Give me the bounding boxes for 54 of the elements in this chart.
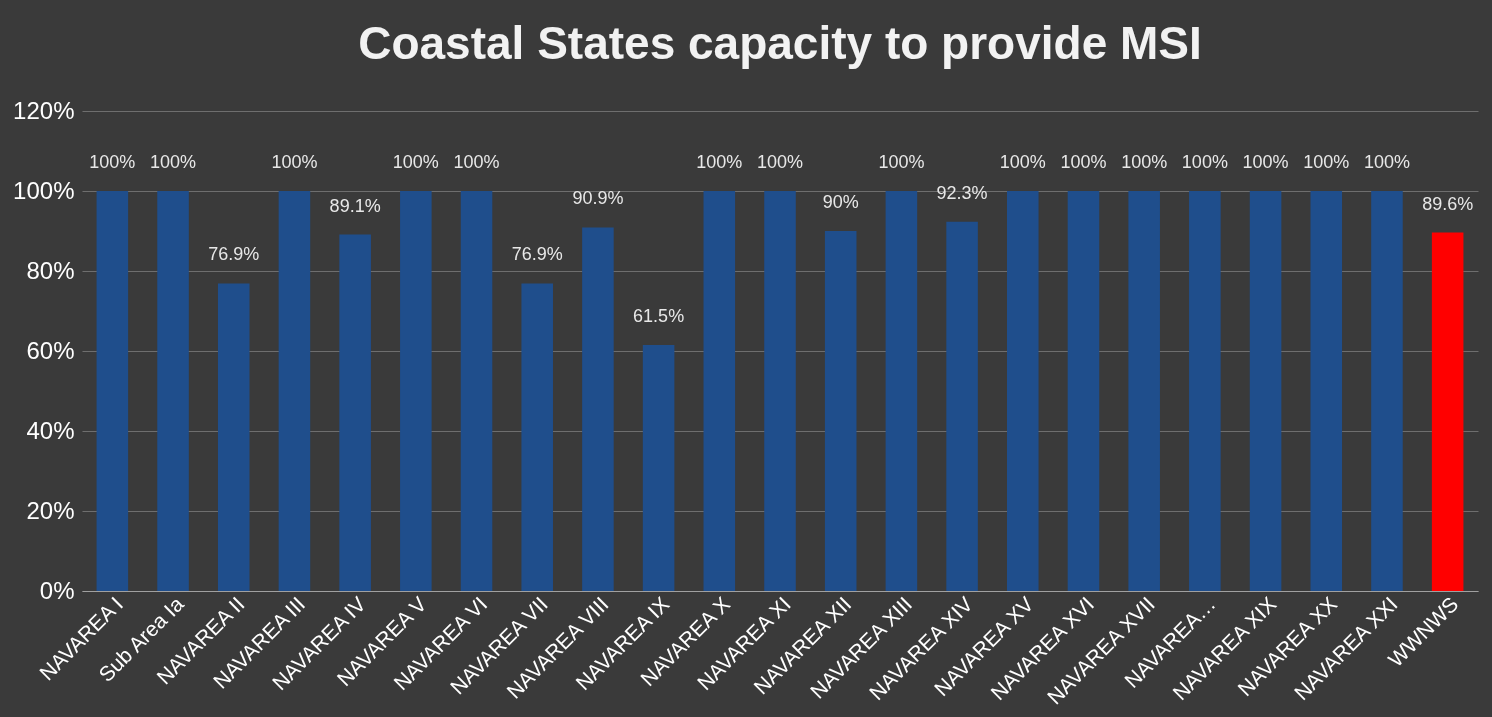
- data-label: 100%: [999, 152, 1046, 172]
- data-label: 90.9%: [572, 188, 624, 209]
- bar: [764, 191, 796, 591]
- bar: [824, 231, 857, 591]
- y-tick-label: 120%: [13, 96, 75, 124]
- data-label: 100%: [1363, 152, 1410, 172]
- data-label: 92.3%: [936, 182, 988, 203]
- bar: [582, 227, 614, 591]
- bar: [278, 191, 311, 591]
- data-label: 76.9%: [208, 244, 260, 265]
- bar: [703, 191, 736, 591]
- bar: [1371, 191, 1403, 591]
- bar: [217, 283, 250, 591]
- bar: [521, 283, 553, 591]
- bar: [1128, 191, 1160, 591]
- data-label: 100%: [271, 152, 318, 172]
- bar: [339, 234, 371, 591]
- data-label: 100%: [150, 152, 197, 172]
- data-label: 100%: [453, 152, 500, 172]
- bar: [1431, 232, 1464, 591]
- data-label: 100%: [1242, 152, 1289, 172]
- data-label: 76.9%: [511, 244, 563, 265]
- y-tick-label: 40%: [26, 416, 75, 444]
- bar: [1067, 191, 1100, 591]
- bar: [642, 345, 675, 591]
- data-label: 100%: [392, 152, 439, 172]
- data-label: 89.6%: [1422, 193, 1474, 214]
- y-tick-label: 100%: [13, 176, 75, 204]
- bar: [1310, 191, 1343, 591]
- data-label: 100%: [1303, 152, 1350, 172]
- data-label: 90%: [822, 192, 859, 212]
- bar: [96, 191, 129, 591]
- data-label: 100%: [1060, 152, 1107, 172]
- bar: [1007, 191, 1039, 591]
- bar: [1249, 191, 1282, 591]
- bar: [460, 191, 493, 591]
- y-tick-label: 60%: [26, 336, 75, 364]
- y-tick-label: 0%: [39, 576, 75, 604]
- data-label: 100%: [756, 152, 804, 172]
- bar: [400, 191, 432, 591]
- y-tick-label: 20%: [26, 496, 75, 524]
- data-label: 100%: [89, 152, 136, 172]
- chart-title: Coastal States capacity to provide MSI: [358, 17, 1202, 69]
- bar: [157, 191, 189, 591]
- data-label: 61.5%: [633, 306, 685, 326]
- y-tick-label: 80%: [26, 256, 75, 284]
- data-label: 100%: [1121, 152, 1168, 172]
- data-label: 100%: [1181, 152, 1228, 172]
- bar: [946, 221, 978, 591]
- data-label: 89.1%: [329, 195, 381, 216]
- data-label: 100%: [878, 152, 925, 172]
- data-label: 100%: [696, 152, 743, 172]
- bar: [1189, 191, 1221, 591]
- bar: [885, 191, 918, 591]
